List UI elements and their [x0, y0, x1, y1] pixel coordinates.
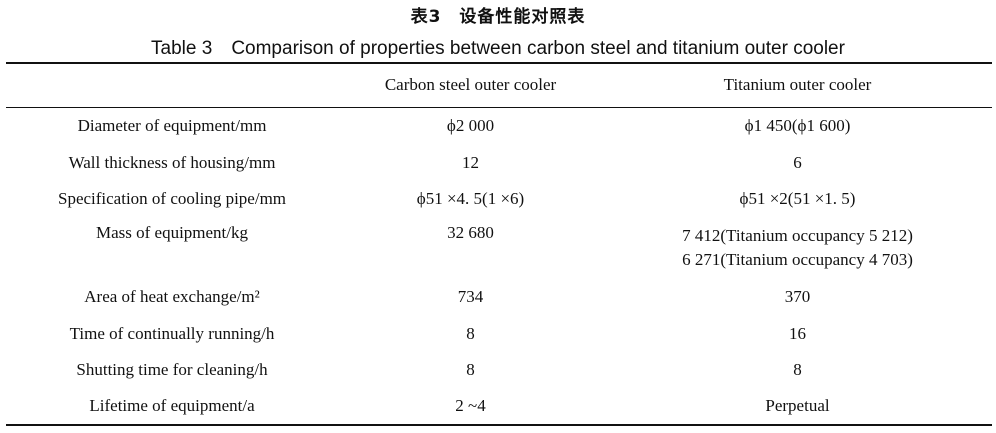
titanium-value-line: 16 [789, 323, 806, 343]
row-label: Specification of cooling pipe/mm [57, 189, 287, 208]
titanium-value: 6 [603, 145, 992, 181]
carbon-steel-value: ϕ51 ×4. 5(1 ×6) [416, 189, 525, 208]
row-label: Time of continually running/h [69, 323, 275, 343]
table-title-english: Table 3 Comparison of properties between… [151, 38, 845, 59]
column-header-titanium: Titanium outer cooler [723, 75, 872, 95]
carbon-steel-value: 2 ~4 [455, 396, 486, 415]
titanium-value-line: 370 [784, 287, 811, 306]
table-row: Specification of cooling pipe/mm ϕ51 ×4. … [6, 181, 992, 217]
titanium-value: ϕ51 ×2(51 ×1. 5) [603, 181, 992, 217]
table-header-row: Carbon steel outer cooler Titanium outer… [6, 63, 992, 107]
row-label: Wall thickness of housing/mm [68, 153, 276, 172]
titanium-value-line: Perpetual [765, 396, 830, 415]
titanium-value: 8 [603, 352, 992, 388]
titanium-value-line: 6 271(Titanium occupancy 4 703) [682, 250, 913, 269]
carbon-steel-value: 32 680 [447, 223, 494, 242]
titanium-value-line: 8 [793, 360, 802, 379]
titanium-value-line: 7 412(Titanium occupancy 5 212) [682, 226, 913, 245]
row-label: Mass of equipment/kg [95, 223, 249, 242]
titanium-value: 16 [603, 315, 992, 352]
table-row: Lifetime of equipment/a 2 ~4 Perpetual [6, 388, 992, 425]
table-row: Shutting time for cleaning/h 8 8 [6, 352, 992, 388]
carbon-steel-value: ϕ2 000 [446, 116, 495, 136]
table-row: Area of heat exchange/m² 734 370 [6, 279, 992, 315]
titanium-value: 370 [603, 279, 992, 315]
titanium-value-line: 6 [793, 153, 802, 172]
table-row: Time of continually running/h 8 16 [6, 315, 992, 352]
carbon-steel-value: 12 [462, 153, 479, 172]
row-label: Area of heat exchange/m² [84, 287, 260, 306]
table-row: Mass of equipment/kg 32 680 7 412(Titanium… [6, 217, 992, 279]
carbon-steel-value: 8 [466, 323, 475, 343]
comparison-table: Carbon steel outer cooler Titanium outer… [6, 62, 992, 426]
carbon-steel-value: 734 [457, 287, 484, 306]
titanium-value: Perpetual [603, 388, 992, 425]
titanium-value-line: ϕ1 450(ϕ1 600) [744, 116, 851, 136]
carbon-steel-value: 8 [466, 360, 475, 379]
column-header-property [6, 63, 338, 107]
titanium-value: 7 412(Titanium occupancy 5 212) 6 271(Tit… [603, 217, 992, 279]
row-label: Diameter of equipment/mm [77, 116, 267, 136]
row-label: Shutting time for cleaning/h [76, 360, 268, 379]
table-title-chinese: 表3 设备性能对照表 [410, 7, 586, 27]
table-row: Wall thickness of housing/mm 12 6 [6, 145, 992, 181]
titanium-value-line: ϕ51 ×2(51 ×1. 5) [739, 189, 856, 208]
column-header-carbon-steel: Carbon steel outer cooler [384, 75, 557, 95]
table-row: Diameter of equipment/mm ϕ2 000 ϕ1 450(ϕ1 … [6, 107, 992, 145]
row-label: Lifetime of equipment/a [89, 396, 255, 415]
titanium-value: ϕ1 450(ϕ1 600) [603, 107, 992, 145]
